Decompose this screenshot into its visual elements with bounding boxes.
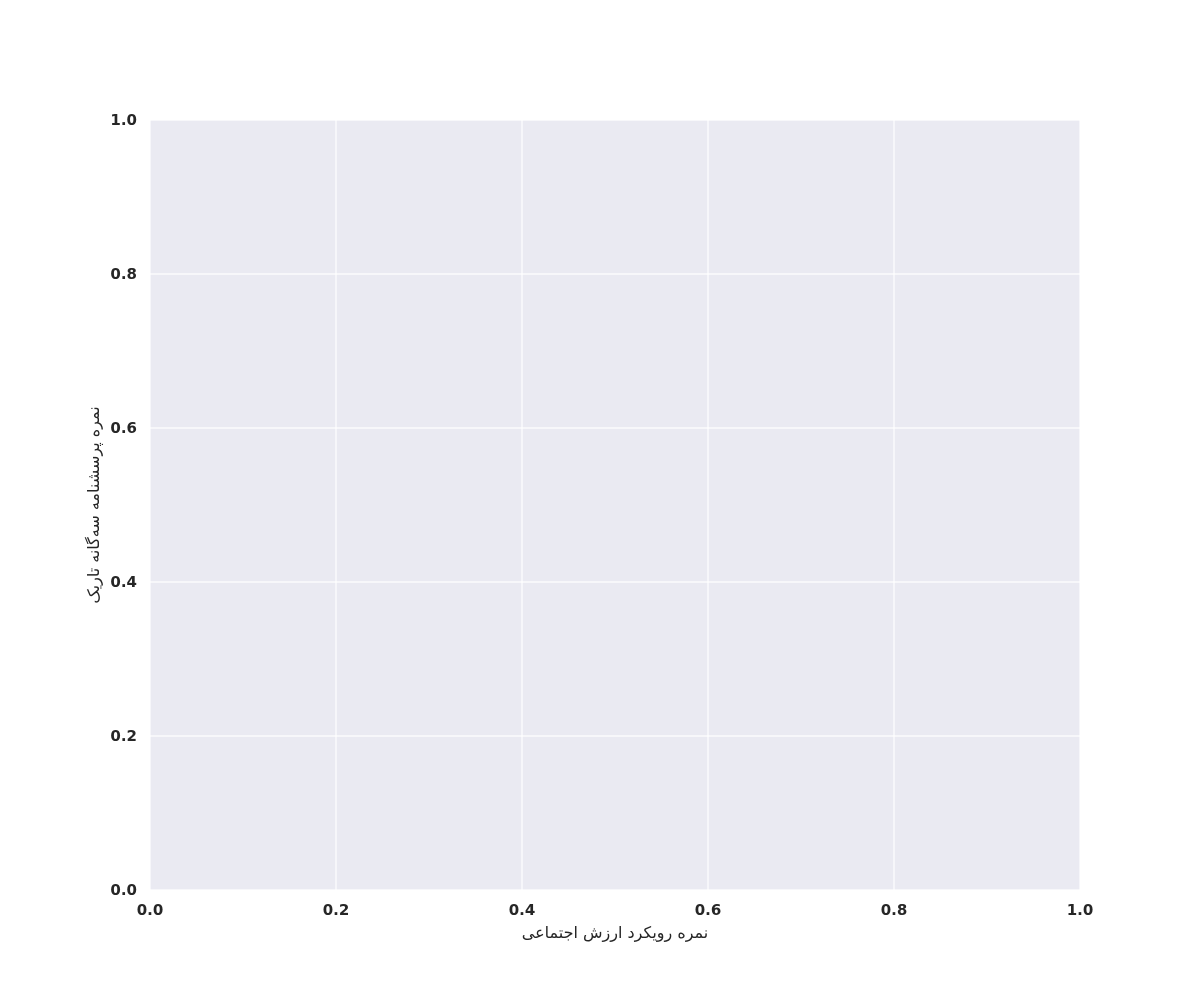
grid: [149, 119, 1081, 891]
y-tick-label: 0.6: [110, 419, 137, 437]
x-tick-label: 0.8: [881, 901, 908, 919]
y-tick-label: 1.0: [110, 111, 137, 129]
x-tick-label: 0.4: [509, 901, 536, 919]
x-axis-label: نمره رویکرد ارزش اجتماعی: [522, 923, 708, 943]
y-tick-label: 0.0: [110, 881, 137, 899]
x-tick-label: 0.6: [695, 901, 722, 919]
x-tick-label: 1.0: [1067, 901, 1094, 919]
y-tick-label: 0.2: [110, 727, 137, 745]
y-tick-label: 0.8: [110, 265, 137, 283]
x-tick-label: 0.2: [323, 901, 350, 919]
plot-area: [150, 120, 1080, 890]
tick-labels: 0.0 0.2 0.4 0.6 0.8 1.0 0.0 0.2 0.4 0.6 0.8 1.0: [110, 111, 1093, 919]
y-axis-label: نمره پرسشنامه سه‌گانه تاریک: [84, 406, 104, 603]
y-tick-label: 0.4: [110, 573, 137, 591]
x-tick-label: 0.0: [137, 901, 164, 919]
